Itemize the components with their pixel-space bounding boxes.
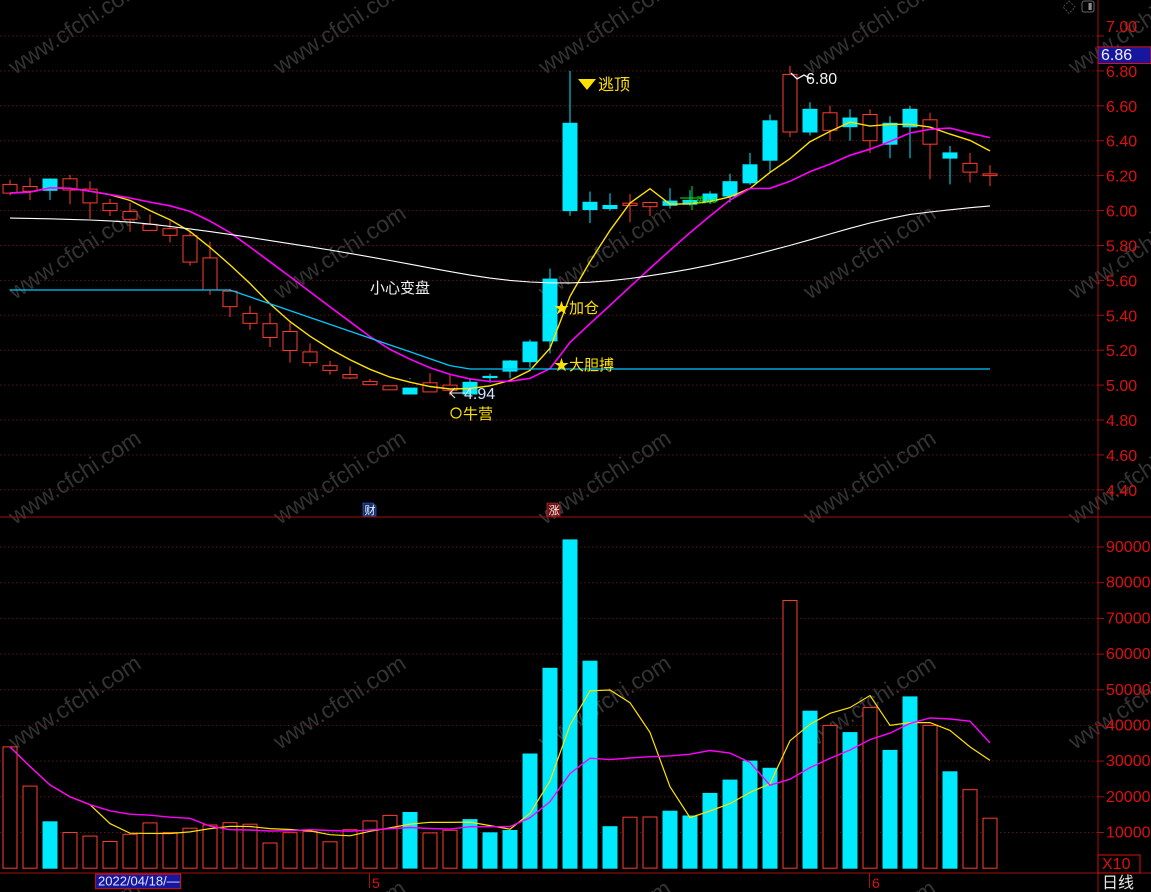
svg-text:5: 5	[372, 875, 380, 891]
svg-text:2022/04/18/—: 2022/04/18/—	[98, 874, 180, 889]
svg-text:X10: X10	[1102, 856, 1131, 873]
svg-text:6.86: 6.86	[1101, 47, 1132, 64]
svg-text:6.40: 6.40	[1106, 134, 1137, 151]
svg-text:60000: 60000	[1106, 646, 1151, 663]
svg-text:★大胆搏: ★大胆搏	[554, 357, 614, 374]
svg-text:4.40: 4.40	[1106, 483, 1137, 500]
svg-text:6.80: 6.80	[806, 71, 837, 88]
svg-text:5.00: 5.00	[1106, 378, 1137, 395]
svg-text:7.00: 7.00	[1106, 19, 1137, 36]
svg-text:80000: 80000	[1106, 575, 1151, 592]
svg-text:牛营: 牛营	[463, 406, 493, 423]
svg-text:70000: 70000	[1106, 610, 1151, 627]
svg-text:5.80: 5.80	[1106, 239, 1137, 256]
svg-text:★加仓: ★加仓	[554, 300, 599, 317]
svg-text:4.80: 4.80	[1106, 413, 1137, 430]
svg-text:40000: 40000	[1106, 717, 1151, 734]
svg-text:涨: 涨	[549, 504, 560, 517]
svg-text:逃顶: 逃顶	[598, 76, 630, 94]
svg-text:日线: 日线	[1102, 874, 1134, 892]
svg-text:5.40: 5.40	[1106, 308, 1137, 325]
svg-text:6: 6	[872, 875, 880, 891]
svg-text:5.60: 5.60	[1106, 273, 1137, 290]
svg-text:6.20: 6.20	[1106, 169, 1137, 186]
svg-text:财: 财	[365, 503, 376, 517]
svg-text:6.80: 6.80	[1106, 64, 1137, 81]
svg-text:买入3: 买入3	[696, 196, 717, 205]
svg-text:20000: 20000	[1106, 789, 1151, 806]
svg-text:6.60: 6.60	[1106, 99, 1137, 116]
svg-text:90000: 90000	[1106, 539, 1151, 556]
svg-text:4.60: 4.60	[1106, 448, 1137, 465]
svg-text:4.94: 4.94	[464, 386, 495, 403]
svg-text:30000: 30000	[1106, 753, 1151, 770]
svg-text:小心变盘: 小心变盘	[370, 279, 430, 297]
svg-text:50000: 50000	[1106, 682, 1151, 699]
svg-text:5.20: 5.20	[1106, 343, 1137, 360]
svg-text:10000: 10000	[1106, 825, 1151, 842]
svg-text:6.00: 6.00	[1106, 204, 1137, 221]
